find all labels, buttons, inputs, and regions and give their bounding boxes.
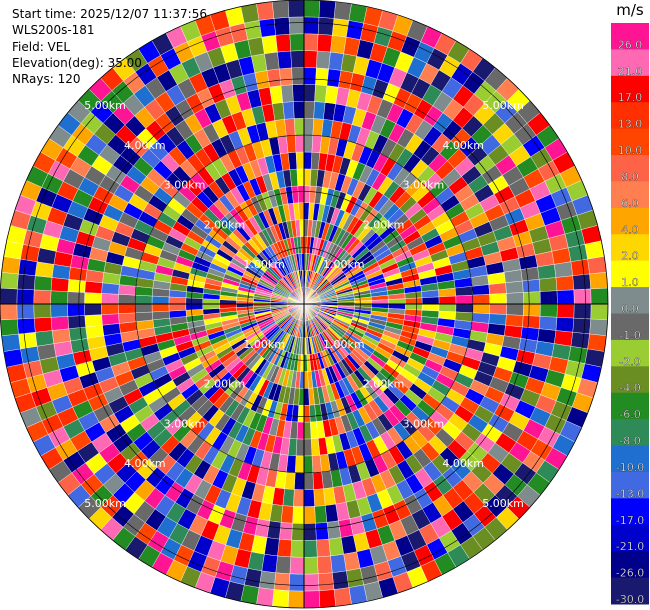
- colorbar-tick-label: -30.0: [616, 593, 644, 606]
- colorbar-unit: m/s: [616, 1, 644, 19]
